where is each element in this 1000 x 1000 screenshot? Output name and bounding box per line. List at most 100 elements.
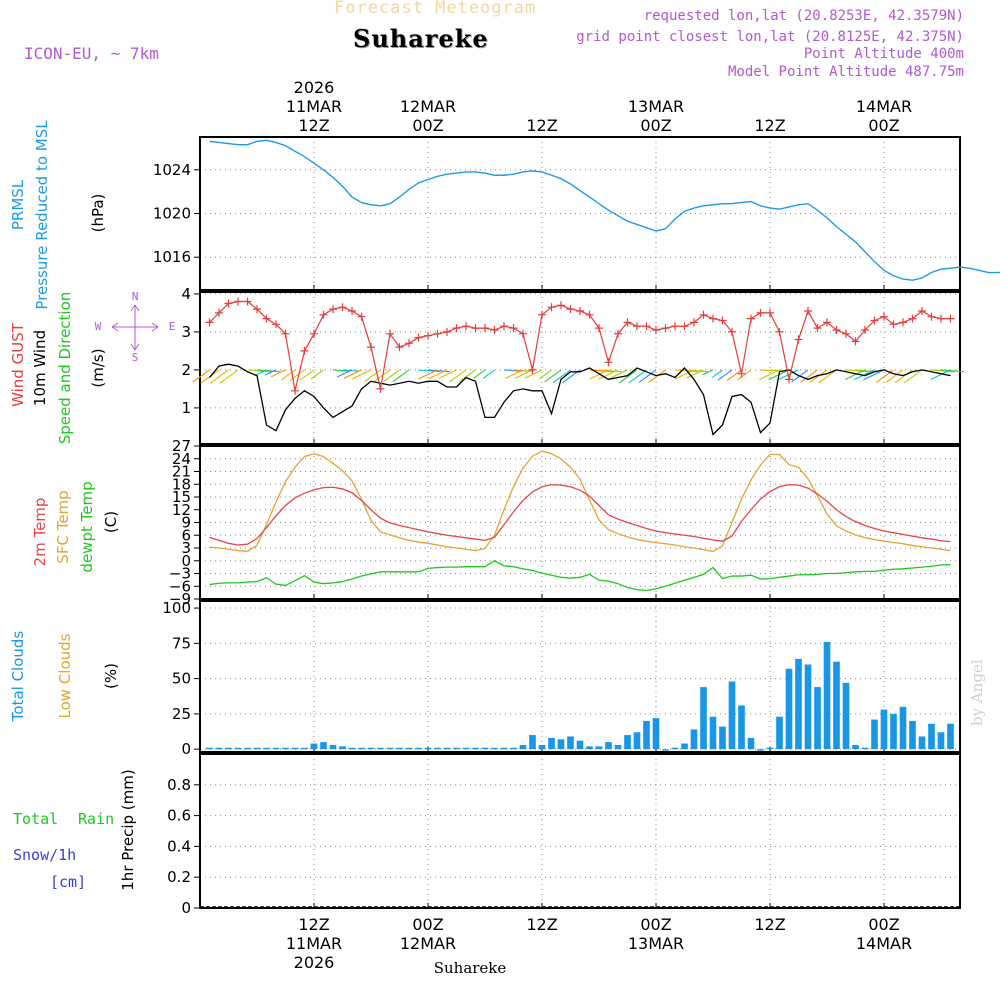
- y-tick-label: 2: [181, 361, 191, 379]
- cloud-bar: [671, 747, 679, 750]
- gust-marker: [272, 320, 280, 329]
- y-tick-label: 0.4: [167, 837, 191, 855]
- time-label-top: 12Z: [754, 116, 785, 135]
- dewpt-series: [209, 559, 951, 592]
- wind-direction-arrow: [473, 369, 486, 379]
- cloud-bar: [215, 747, 223, 750]
- cloud-bar: [424, 747, 432, 750]
- cloud-bar: [842, 682, 850, 750]
- time-label-bottom: 11MAR: [286, 934, 342, 953]
- gust-marker: [785, 375, 793, 384]
- gust-marker: [661, 324, 670, 333]
- cloud-bar: [624, 735, 631, 750]
- gust-marker: [671, 322, 679, 331]
- gust-marker: [395, 343, 404, 352]
- cloud-bar: [405, 747, 413, 750]
- gust-marker: [595, 324, 603, 333]
- wind-direction-arrow: [930, 369, 951, 380]
- gust-marker: [832, 326, 841, 334]
- cloud-bar: [263, 747, 270, 750]
- wind-direction-arrow: [332, 369, 349, 372]
- compass-e: E: [169, 320, 176, 333]
- gust-marker: [756, 308, 765, 317]
- cloud-bar: [928, 723, 935, 750]
- cloud-bar: [500, 747, 508, 750]
- cloud-bar: [586, 746, 593, 750]
- wind-direction-arrow: [539, 369, 552, 379]
- gust-marker: [709, 314, 717, 323]
- wind-direction-arrow: [364, 369, 381, 382]
- cloud-bar: [814, 687, 821, 750]
- gust-marker: [386, 329, 394, 338]
- gust-marker: [547, 303, 556, 312]
- gust-marker: [481, 324, 489, 333]
- cloud-bar: [652, 718, 660, 750]
- time-label-top: 00Z: [640, 116, 671, 135]
- wind-direction-arrow: [845, 369, 870, 373]
- sfc-temp-label: SFC Temp: [54, 490, 72, 563]
- gust-marker: [623, 318, 632, 327]
- gust-marker: [538, 310, 546, 319]
- sfc-temp-series: [209, 450, 951, 553]
- cloud-bar: [529, 735, 536, 750]
- temp-2m-series: [209, 484, 951, 546]
- time-label-bottom: 00Z: [868, 915, 899, 934]
- gust-marker: [433, 329, 442, 338]
- gust-marker: [747, 314, 755, 323]
- time-label-top: 11MAR: [286, 97, 342, 116]
- y-tick-label: 1016: [153, 248, 191, 266]
- gust-marker: [918, 307, 926, 315]
- y-tick-label: 1024: [153, 161, 191, 179]
- wind-unit: (m/s): [89, 348, 107, 387]
- wind-direction-arrow: [853, 369, 875, 381]
- precip-unit: 1hr Precip (mm): [119, 769, 137, 890]
- wind-direction-arrow: [647, 369, 666, 383]
- cloud-bar: [833, 661, 840, 750]
- cloud-bar: [909, 720, 916, 750]
- cloud-bar: [282, 747, 289, 750]
- wind-direction-arrow: [686, 369, 704, 379]
- panel-frame: [199, 136, 961, 291]
- pressure-series: [209, 139, 1000, 281]
- pressure-label: PRMSL: [9, 179, 27, 230]
- wind-direction-arrow: [270, 369, 286, 378]
- wind-direction-arrow: [818, 369, 837, 384]
- gust-marker: [775, 327, 784, 336]
- cloud-bar: [548, 737, 555, 750]
- wind-direction-arrow: [674, 369, 695, 380]
- cloud-bar: [329, 744, 337, 750]
- gust-marker: [718, 316, 727, 325]
- wind-direction-arrow: [552, 369, 571, 384]
- cloud-bar: [234, 747, 242, 750]
- footer-location: Suhareke: [434, 959, 507, 977]
- wind-direction-arrow: [903, 369, 923, 384]
- time-label-bottom: 00Z: [412, 915, 443, 934]
- cloud-bar: [776, 716, 783, 750]
- cloud-bar: [415, 747, 422, 750]
- wind-direction-arrow: [760, 369, 773, 372]
- gust-marker: [291, 386, 299, 395]
- gust-marker: [946, 314, 955, 323]
- wind-label: 10m Wind: [31, 330, 49, 406]
- gust-marker: [899, 318, 907, 327]
- cloud-bar: [700, 687, 707, 750]
- time-label-top: 12Z: [526, 116, 557, 135]
- cloud-bar: [662, 749, 669, 751]
- wind-direction-arrow: [758, 369, 780, 381]
- wind-direction-arrow: [336, 369, 353, 378]
- cloud-bar: [472, 747, 479, 750]
- gust-marker: [880, 312, 888, 321]
- gust-marker: [205, 318, 214, 327]
- cloud-bar: [690, 729, 698, 750]
- gust-marker: [500, 322, 508, 331]
- compass-s: S: [132, 351, 139, 364]
- panel-frame: [199, 291, 961, 445]
- panel-frame: [199, 600, 961, 753]
- wind-direction-arrow: [711, 369, 723, 378]
- cloud-bar: [491, 747, 498, 750]
- y-tick-label: 25: [172, 705, 191, 723]
- gust-marker: [737, 369, 746, 378]
- time-label-bottom: 00Z: [640, 915, 671, 934]
- wind-direction-arrow: [524, 369, 543, 379]
- meteogram-title: Forecast Meteogram: [334, 0, 537, 18]
